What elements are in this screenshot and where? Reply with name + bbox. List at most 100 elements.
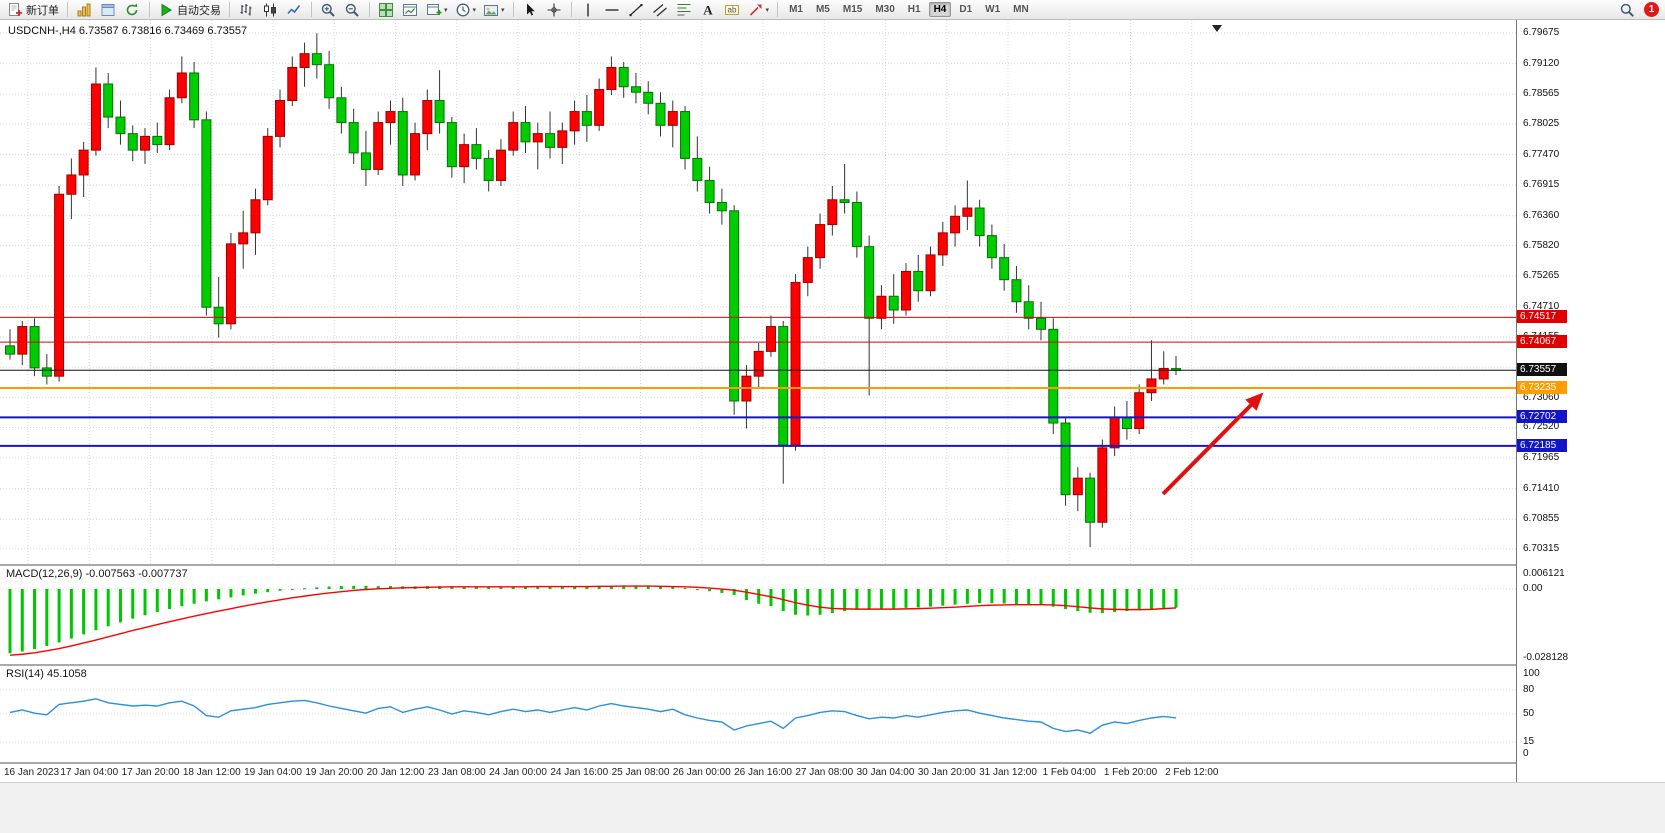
gold-chart-icon xyxy=(76,2,92,18)
candlestick-chart[interactable] xyxy=(0,20,1516,564)
chart-title: USDCNH-,H4 6.73587 6.73816 6.73469 6.735… xyxy=(8,25,248,37)
rsi-name: RSI(14) xyxy=(6,668,44,680)
macd-axis-tick: 0.00 xyxy=(1523,583,1543,594)
dropdown-caret-icon: ▾ xyxy=(501,6,505,14)
macd-axis-tick: -0.028128 xyxy=(1523,652,1569,663)
crosshair-button[interactable] xyxy=(543,0,566,19)
refresh-button[interactable] xyxy=(121,0,144,19)
candlestick-chart-button[interactable] xyxy=(259,0,282,19)
macd-main-value: -0.007563 xyxy=(85,568,136,580)
rsi-panel[interactable]: RSI(14) 45.1058 xyxy=(0,666,1516,762)
zoom-out-button[interactable] xyxy=(341,0,364,19)
time-label: 30 Jan 20:00 xyxy=(917,767,976,778)
dropdown-caret-icon: ▾ xyxy=(765,6,770,14)
textT-icon: ab xyxy=(724,2,740,18)
main-chart-panel[interactable]: USDCNH-,H4 6.73587 6.73816 6.73469 6.735… xyxy=(0,20,1516,564)
panel-separator[interactable] xyxy=(0,762,1516,764)
arrows-button[interactable]: ▾ xyxy=(745,0,773,19)
new-chart-window-button[interactable]: ▾ xyxy=(423,0,451,19)
window-icon xyxy=(100,2,116,18)
play-icon xyxy=(158,2,174,18)
rsi-label: RSI(14) 45.1058 xyxy=(6,668,87,680)
template-button[interactable]: ▾ xyxy=(480,0,508,19)
price-tick: 6.76915 xyxy=(1523,179,1560,191)
crosshair-icon xyxy=(546,2,562,18)
line-chart-button[interactable] xyxy=(283,0,306,19)
text-button[interactable]: A xyxy=(697,0,720,19)
timeframe-m5-button[interactable]: M5 xyxy=(815,4,830,15)
time-label: 25 Jan 08:00 xyxy=(611,767,670,778)
new-chart-button[interactable] xyxy=(73,0,96,19)
rsi-chart xyxy=(0,689,1516,743)
time-label: 31 Jan 12:00 xyxy=(979,767,1037,778)
timeframe-h4-button[interactable]: H4 xyxy=(928,2,952,17)
textA-icon: A xyxy=(700,2,716,18)
time-label: 24 Jan 00:00 xyxy=(489,767,547,778)
cursor-button[interactable] xyxy=(519,0,542,19)
zoom-in-button[interactable] xyxy=(317,0,340,19)
price-tick: 6.72520 xyxy=(1523,421,1560,433)
new-order-button[interactable]: 新订单 xyxy=(4,0,62,19)
price-tick: 6.74710 xyxy=(1523,300,1560,312)
fibonacci-retracement-button[interactable] xyxy=(673,0,696,19)
text-label-button[interactable]: ab xyxy=(721,0,744,19)
timeframe-h1-button[interactable]: H1 xyxy=(907,4,921,15)
toolbar-right: 1 xyxy=(1616,0,1661,19)
search-button[interactable] xyxy=(1616,0,1639,19)
time-label: 19 Jan 20:00 xyxy=(305,767,364,778)
time-label: 19 Jan 04:00 xyxy=(244,767,302,778)
timeframe-m15-button[interactable]: M15 xyxy=(842,4,863,15)
bar-chart-button[interactable] xyxy=(235,0,258,19)
macd-panel[interactable]: MACD(12,26,9) -0.007563 -0.007737 xyxy=(0,566,1516,664)
macd-name: MACD(12,26,9) xyxy=(6,568,83,580)
price-tick: 6.78025 xyxy=(1523,117,1560,129)
rsi-axis-tick: 15 xyxy=(1523,736,1535,747)
tile-windows-button[interactable] xyxy=(375,0,398,19)
toolbar-separator xyxy=(369,2,370,17)
candles-icon xyxy=(262,2,278,18)
timeframe-w1-button[interactable]: W1 xyxy=(985,4,1001,15)
period-button[interactable]: ▾ xyxy=(452,0,480,19)
vertical-line-button[interactable] xyxy=(577,0,600,19)
trendline-button[interactable] xyxy=(625,0,648,19)
arrange-charts-button[interactable] xyxy=(399,0,422,19)
price-axis[interactable]: 6.79675 6.79120 6.78565 6.78025 6.77470 6.769… xyxy=(1516,20,1665,782)
equidistant-channel-button[interactable] xyxy=(649,0,672,19)
price-tick: 6.78565 xyxy=(1523,88,1560,100)
time-label: 1 Feb 20:00 xyxy=(1103,767,1158,778)
clock-icon xyxy=(455,2,471,18)
time-axis[interactable]: 16 Jan 2023 17 Jan 04:00 17 Jan 20:00 18 Ja… xyxy=(0,764,1516,782)
timeframe-m1-button[interactable]: M1 xyxy=(789,4,803,15)
new-order-icon xyxy=(7,2,23,18)
macd-label: MACD(12,26,9) -0.007563 -0.007737 xyxy=(6,568,188,580)
time-label: 17 Jan 04:00 xyxy=(60,767,119,778)
auto-trading-button[interactable]: 自动交易 xyxy=(155,0,224,19)
toolbar-separator xyxy=(570,2,572,17)
notification-badge[interactable]: 1 xyxy=(1644,2,1659,17)
trend-arrow[interactable] xyxy=(1161,392,1264,496)
profiles-button[interactable] xyxy=(97,0,120,19)
macd-signal-line xyxy=(9,585,1177,656)
timeframe-d1-button[interactable]: D1 xyxy=(959,4,973,15)
timeframe-mn-button[interactable]: MN xyxy=(1013,4,1029,15)
toolbar-separator xyxy=(512,2,514,17)
price-tick: 6.71410 xyxy=(1523,482,1560,494)
fibo-icon xyxy=(676,2,692,18)
horizontal-line-button[interactable] xyxy=(601,0,624,19)
timeframe-m30-button[interactable]: M30 xyxy=(875,4,895,15)
grid-icon xyxy=(378,2,394,18)
macd-chart xyxy=(0,585,1516,656)
rsi-axis-tick: 100 xyxy=(1523,668,1540,679)
hline-icon xyxy=(604,2,620,18)
price-level-badge-6.72702: 6.72702 xyxy=(1517,410,1567,424)
price-tick: 6.71965 xyxy=(1523,452,1560,464)
price-level-badge-6.74067: 6.74067 xyxy=(1517,335,1567,349)
zoom-out-icon xyxy=(344,2,360,18)
cursor-icon xyxy=(522,2,538,18)
auto-trading-label: 自动交易 xyxy=(177,4,221,17)
panel-separator[interactable] xyxy=(0,664,1516,666)
time-label: 17 Jan 20:00 xyxy=(121,767,180,778)
panel-separator[interactable] xyxy=(0,564,1516,566)
time-label: 30 Jan 04:00 xyxy=(856,767,915,778)
